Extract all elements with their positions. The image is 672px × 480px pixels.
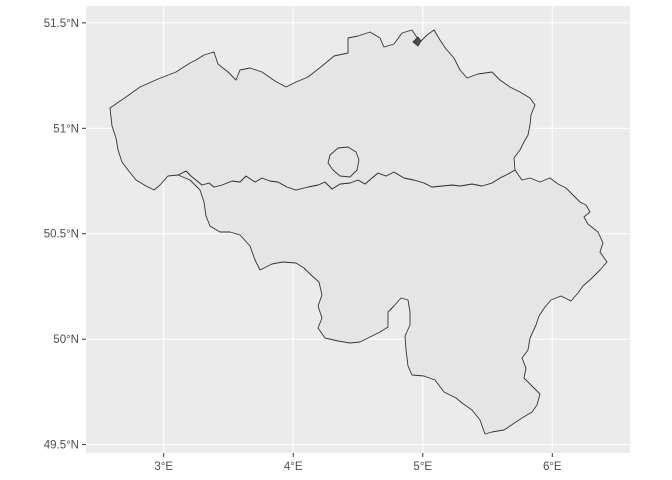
region-brussels [327, 146, 360, 178]
y-tick-label: 50.5°N [44, 229, 79, 241]
y-tick-label: 51.5°N [44, 18, 79, 30]
x-axis: 3°E 4°E 5°E 6°E [154, 453, 562, 473]
y-tick-label: 50°N [53, 334, 79, 346]
y-tick-label: 49.5°N [44, 440, 79, 452]
x-tick-label: 3°E [154, 461, 173, 473]
x-tick-label: 4°E [284, 461, 303, 473]
x-tick-label: 6°E [543, 461, 562, 473]
y-tick-label: 51°N [53, 123, 79, 135]
region-flanders [109, 29, 536, 191]
x-tick-label: 5°E [413, 461, 432, 473]
region-baarle-hertog-enclave [412, 36, 422, 47]
y-axis: 49.5°N 50°N 50.5°N 51°N 51.5°N [44, 18, 86, 452]
